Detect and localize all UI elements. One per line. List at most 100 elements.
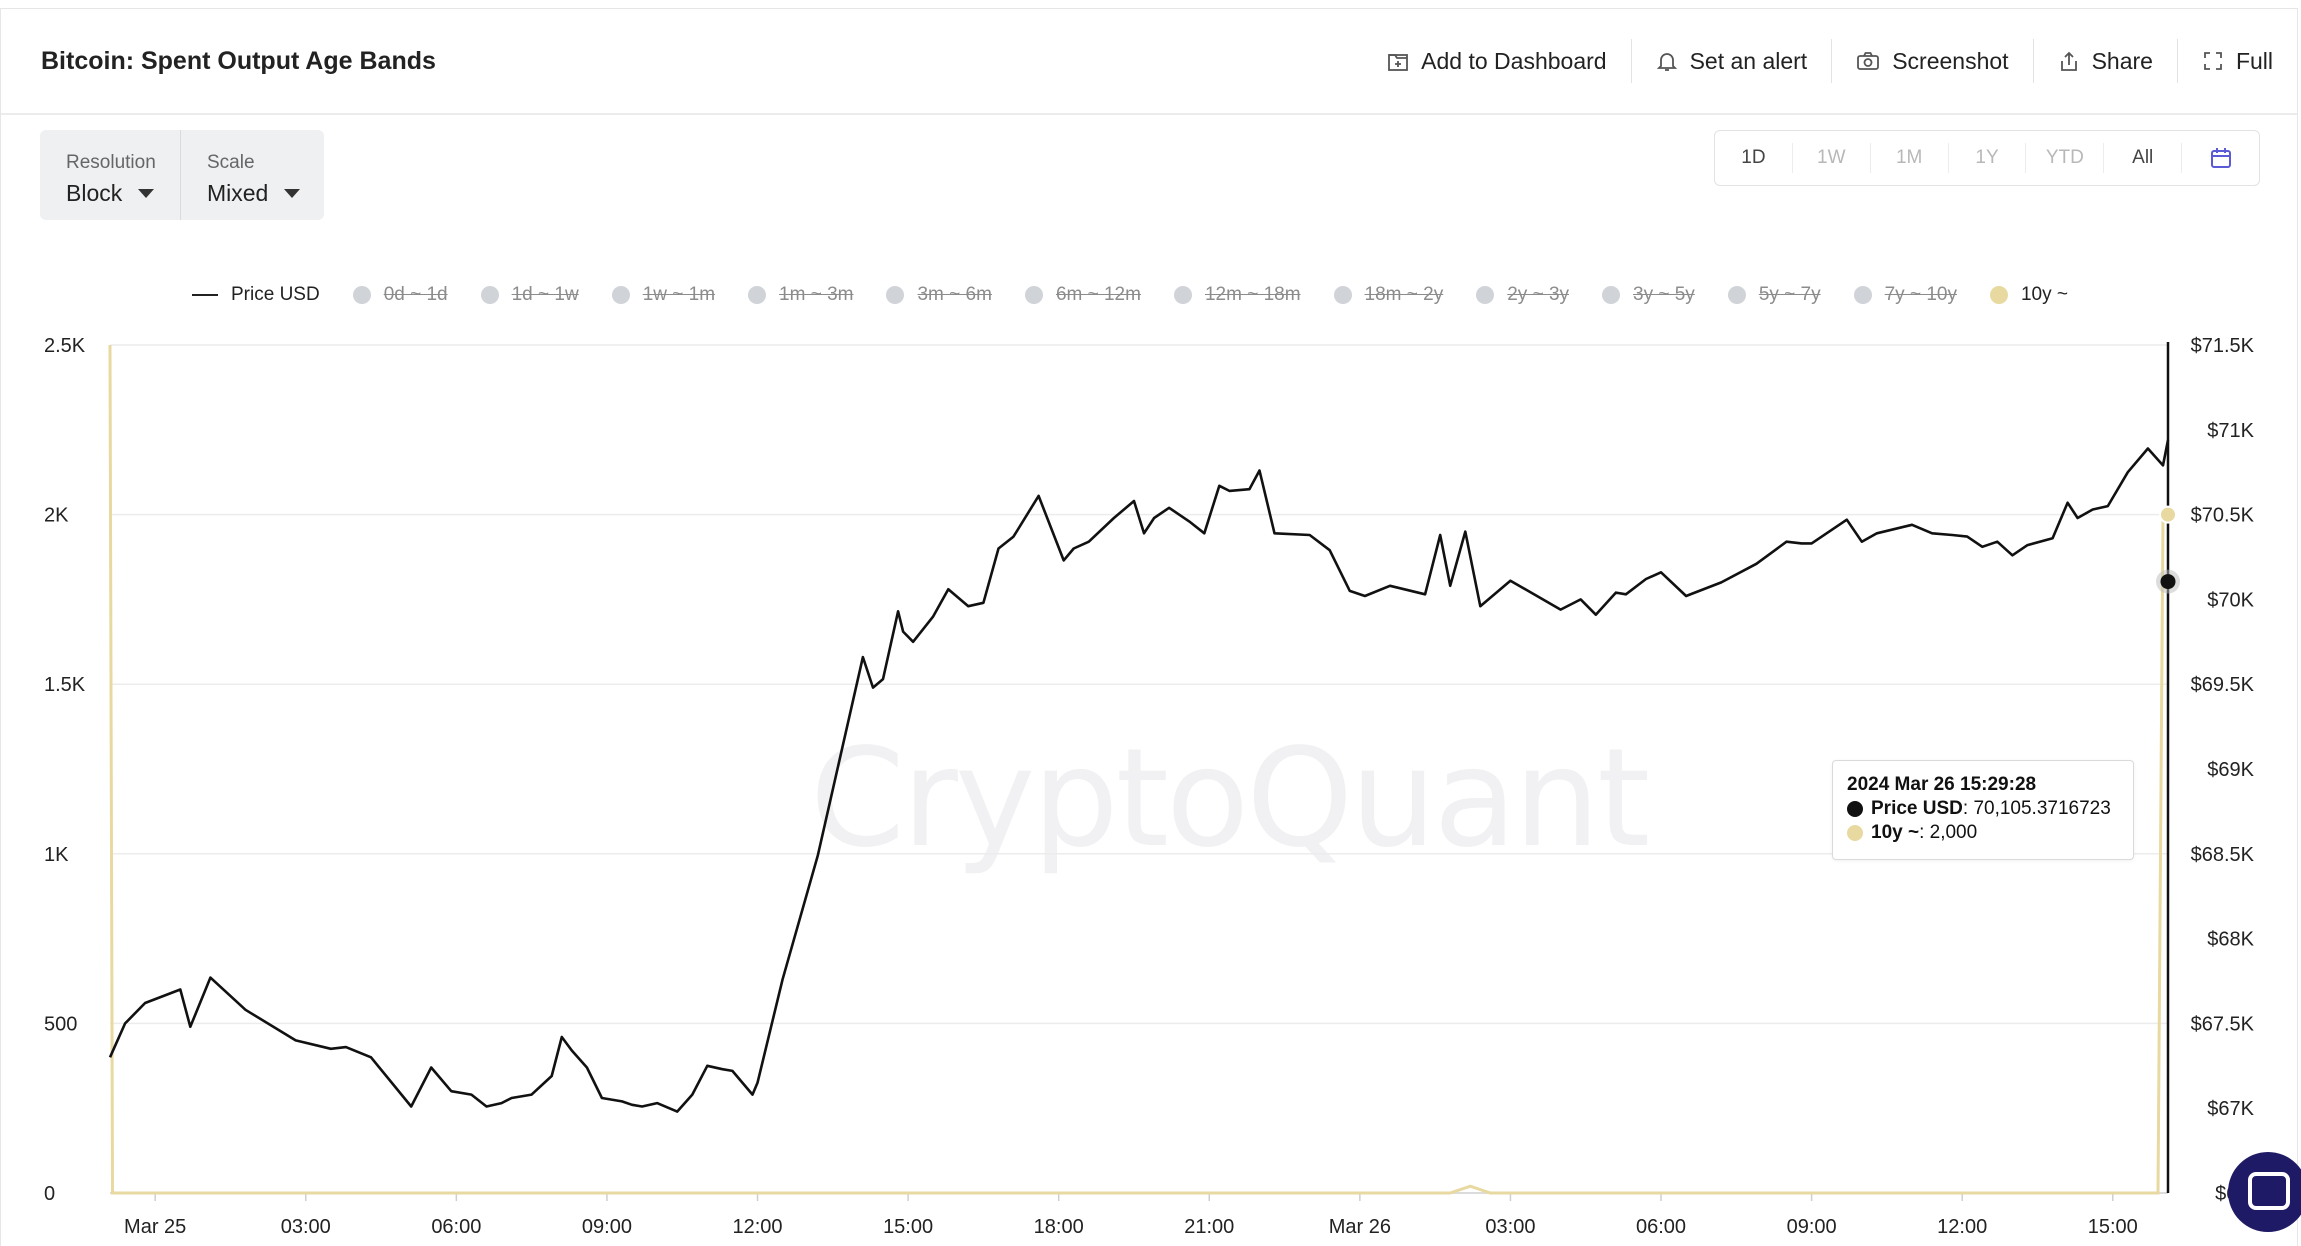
legend-dot-marker bbox=[1333, 286, 1352, 304]
legend-label: 6m ~ 12m bbox=[1055, 284, 1141, 305]
header: Bitcoin: Spent Output Age Bands Add to D… bbox=[1, 9, 2297, 115]
legend-dot-marker bbox=[1476, 286, 1495, 304]
legend-label: 1w ~ 1m bbox=[642, 284, 716, 305]
share-icon bbox=[2060, 51, 2077, 71]
x-tick-label: 12:00 bbox=[1937, 1216, 1987, 1238]
x-tick-label: 21:00 bbox=[1184, 1216, 1234, 1238]
legend-label: 1m ~ 3m bbox=[779, 284, 854, 305]
fullscreen-label: Full bbox=[2235, 47, 2273, 74]
range-ytd[interactable]: YTD bbox=[2026, 143, 2105, 173]
legend-item-10[interactable]: 3y ~ 5y bbox=[1602, 284, 1695, 306]
add-to-dashboard-button[interactable]: Add to Dashboard bbox=[1363, 39, 1630, 83]
hover-point-10y bbox=[2159, 505, 2177, 524]
calendar-icon bbox=[2210, 147, 2231, 168]
legend-item-3[interactable]: 1w ~ 1m bbox=[611, 284, 716, 306]
legend-dot-marker bbox=[1602, 286, 1621, 304]
legend-item-8[interactable]: 18m ~ 2y bbox=[1333, 284, 1444, 306]
y-right-tick-label: $68K bbox=[2207, 929, 2254, 951]
legend-dot-marker bbox=[1853, 286, 1872, 304]
tooltip-price-label: Price USD bbox=[1871, 798, 1963, 819]
legend-item-6[interactable]: 6m ~ 12m bbox=[1024, 284, 1141, 306]
x-tick-label: 15:00 bbox=[883, 1216, 933, 1238]
legend-dot-marker bbox=[886, 286, 905, 304]
fullscreen-button[interactable]: Full bbox=[2176, 39, 2297, 83]
screenshot-label: Screenshot bbox=[1892, 47, 2009, 74]
legend-dot-marker bbox=[352, 286, 371, 304]
legend-label: 18m ~ 2y bbox=[1364, 284, 1444, 305]
chevron-down-icon bbox=[138, 189, 155, 198]
x-tick-label: Mar 25 bbox=[124, 1216, 186, 1238]
range-1w[interactable]: 1W bbox=[1793, 143, 1871, 173]
calendar-button[interactable] bbox=[2182, 143, 2259, 173]
y-left-tick-label: 2K bbox=[44, 505, 69, 527]
range-1y[interactable]: 1Y bbox=[1949, 143, 2027, 173]
series-line-price bbox=[108, 439, 2170, 1113]
tooltip-band-row: 10y ~: 2,000 bbox=[1847, 821, 2119, 845]
resolution-select[interactable]: Resolution Block bbox=[40, 130, 180, 220]
series-line-10y bbox=[108, 344, 2168, 1195]
set-alert-button[interactable]: Set an alert bbox=[1630, 39, 1832, 83]
legend-label: 1d ~ 1w bbox=[511, 284, 579, 305]
x-tick-label: 09:00 bbox=[582, 1216, 632, 1238]
tooltip-price-value: 70,105.3716723 bbox=[1973, 798, 2111, 819]
share-button[interactable]: Share bbox=[2032, 39, 2177, 83]
legend-label: 3m ~ 6m bbox=[917, 284, 992, 305]
share-label: Share bbox=[2091, 47, 2153, 74]
y-right-tick-label: $70.5K bbox=[2191, 505, 2255, 527]
legend-dot-marker bbox=[1989, 286, 2008, 304]
tooltip-title: 2024 Mar 26 15:29:28 bbox=[1847, 774, 2037, 795]
range-1m[interactable]: 1M bbox=[1871, 143, 1949, 173]
legend-item-0[interactable]: Price USD bbox=[192, 284, 320, 306]
dashboard-add-icon bbox=[1388, 54, 1409, 71]
legend-item-9[interactable]: 2y ~ 3y bbox=[1476, 284, 1569, 306]
legend-label: 0d ~ 1d bbox=[383, 284, 448, 305]
legend-dot-marker bbox=[480, 286, 499, 304]
y-left-tick-label: 500 bbox=[44, 1013, 77, 1035]
resolution-value: Block bbox=[66, 180, 123, 206]
y-left-tick-label: 0 bbox=[44, 1183, 55, 1205]
x-tick-label: Mar 26 bbox=[1329, 1216, 1391, 1238]
legend-item-11[interactable]: 5y ~ 7y bbox=[1727, 284, 1821, 306]
chat-button[interactable] bbox=[2228, 1152, 2301, 1232]
fullscreen-icon bbox=[2204, 52, 2222, 70]
tooltip-band-label: 10y ~ bbox=[1871, 822, 1920, 843]
scale-value-row: Mixed bbox=[207, 180, 320, 207]
legend-item-2[interactable]: 1d ~ 1w bbox=[480, 284, 579, 306]
scale-value: Mixed bbox=[207, 180, 269, 206]
range-1d[interactable]: 1D bbox=[1715, 143, 1793, 173]
chart-controls: Resolution Block Scale Mixed bbox=[40, 130, 324, 220]
tooltip-price-dot bbox=[1847, 801, 1863, 817]
bell-icon bbox=[1656, 53, 1677, 71]
legend-item-5[interactable]: 3m ~ 6m bbox=[886, 284, 992, 306]
page-title: Bitcoin: Spent Output Age Bands bbox=[41, 47, 436, 75]
resolution-value-row: Block bbox=[66, 180, 180, 207]
x-tick-label: 15:00 bbox=[2088, 1216, 2138, 1238]
legend-item-13[interactable]: 10y ~ bbox=[1989, 284, 2068, 306]
legend-item-4[interactable]: 1m ~ 3m bbox=[748, 284, 853, 306]
legend-item-1[interactable]: 0d ~ 1d bbox=[352, 284, 448, 306]
resolution-label: Resolution bbox=[66, 152, 156, 173]
chevron-down-icon bbox=[284, 189, 301, 198]
legend-label: 5y ~ 7y bbox=[1758, 284, 1821, 305]
legend-item-7[interactable]: 12m ~ 18m bbox=[1173, 284, 1301, 306]
y-right-tick-label: $71K bbox=[2207, 420, 2254, 442]
y-right-tick-label: $68.5K bbox=[2191, 844, 2255, 866]
legend-dot-marker bbox=[611, 286, 630, 304]
x-tick-label: 09:00 bbox=[1787, 1216, 1837, 1238]
chart-legend: Price USD 0d ~ 1d 1d ~ 1w 1w ~ 1m 1m ~ 3m 3m … bbox=[192, 280, 2101, 310]
chat-icon bbox=[2248, 1172, 2290, 1210]
legend-label: Price USD bbox=[231, 284, 320, 305]
scale-select[interactable]: Scale Mixed bbox=[180, 130, 320, 220]
legend-dot-marker bbox=[1173, 286, 1192, 304]
tooltip-band-value: 2,000 bbox=[1929, 822, 1978, 843]
x-tick-label: 03:00 bbox=[1485, 1216, 1535, 1238]
legend-dot-marker bbox=[748, 286, 767, 304]
tooltip-band-dot bbox=[1847, 825, 1863, 841]
y-right-tick-label: $71.5K bbox=[2191, 335, 2255, 357]
screenshot-button[interactable]: Screenshot bbox=[1831, 39, 2032, 83]
legend-item-12[interactable]: 7y ~ 10y bbox=[1853, 284, 1957, 306]
scale-label: Scale bbox=[207, 152, 255, 173]
legend-dot-marker bbox=[1024, 286, 1043, 304]
range-all[interactable]: All bbox=[2104, 143, 2183, 173]
